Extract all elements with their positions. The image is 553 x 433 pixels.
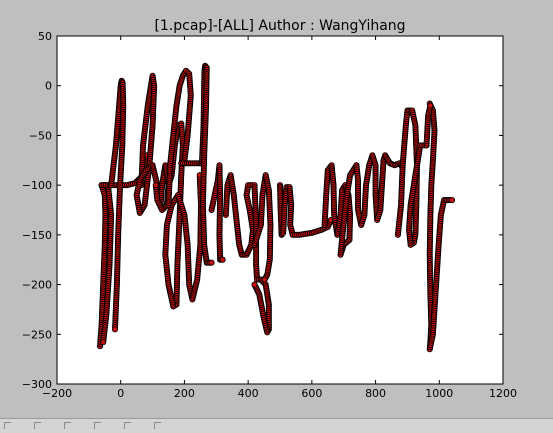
x-tick-label: 400 (238, 387, 259, 400)
toolbar-grip (124, 422, 131, 429)
x-tick-label: 800 (365, 387, 386, 400)
toolbar-grip (94, 422, 101, 429)
scatter-point (448, 197, 456, 204)
scatter-point (152, 182, 159, 189)
y-tick-label: 50 (38, 30, 52, 43)
x-tick-label: 0 (117, 387, 124, 400)
plot-frame (56, 35, 504, 385)
chart-title: [1.pcap]-[ALL] Author : WangYihang (154, 18, 405, 34)
toolbar-grip (4, 422, 11, 429)
y-tick-label: −200 (22, 279, 52, 292)
x-tick-label: −200 (42, 387, 72, 400)
x-tick-label: 200 (174, 387, 195, 400)
scatter-point (261, 276, 268, 283)
toolbar-grip (64, 422, 71, 429)
y-tick-label: −300 (22, 378, 52, 391)
toolbar-grip (34, 422, 41, 429)
axes: −200 0 200 400 600 800 1000 1200 −300 −250 −200 −15… (22, 30, 517, 400)
status-bar (0, 418, 553, 433)
scatter-point (251, 281, 258, 288)
x-tick-label: 1000 (425, 387, 453, 400)
scatter-markers (96, 62, 456, 353)
x-tick-label: 600 (301, 387, 322, 400)
y-tick-label: −100 (22, 179, 52, 192)
y-tick-label: −50 (29, 129, 52, 142)
x-tick-label: 1200 (489, 387, 517, 400)
y-tick-label: −150 (22, 229, 52, 242)
scatter-point (100, 339, 107, 346)
y-tick-label: 0 (45, 80, 52, 93)
toolbar-grip (154, 422, 161, 429)
scatter-point (111, 326, 119, 333)
y-tick-label: −250 (22, 328, 52, 341)
scatter-point (208, 259, 215, 266)
scatter-point (427, 102, 434, 109)
scatter-point (219, 256, 226, 263)
